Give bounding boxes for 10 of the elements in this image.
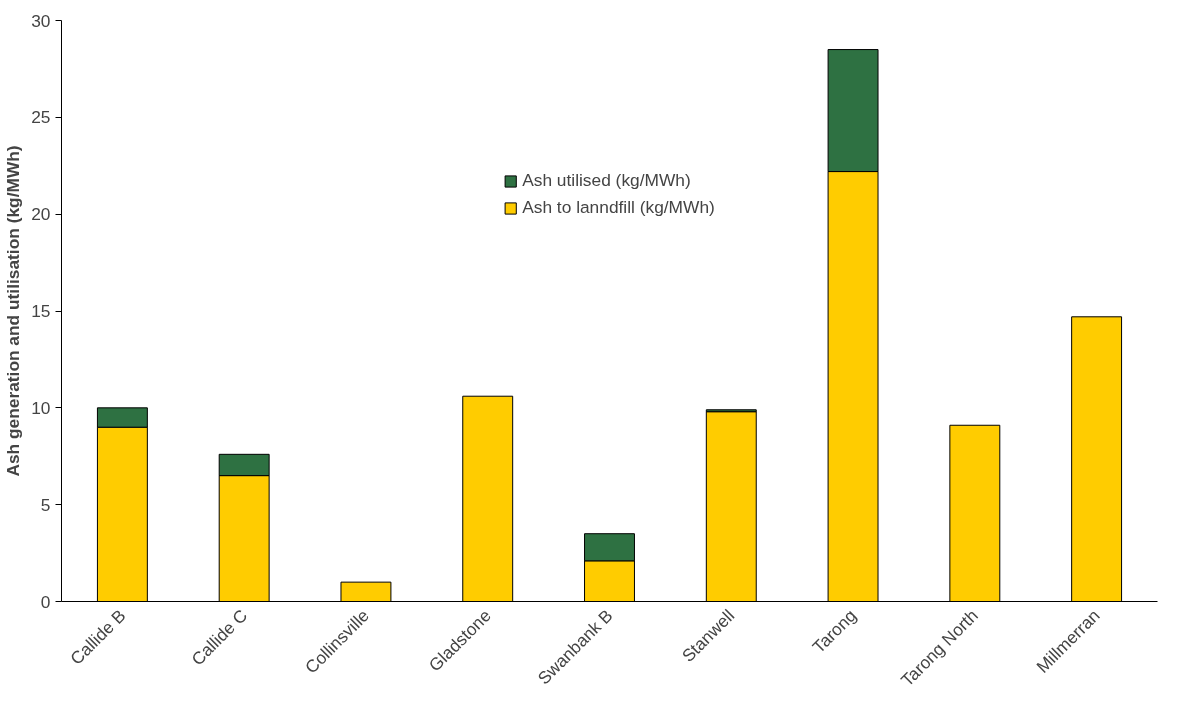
y-tick-label: 25	[31, 107, 51, 128]
legend-label: Ash to lanndfill (kg/MWh)	[522, 197, 715, 218]
y-tick-label: 5	[40, 494, 51, 515]
y-tick-label: 15	[31, 301, 51, 321]
y-axis-title: Ash generation and utilisation (kg/MWh)	[3, 145, 24, 477]
y-tick-label: 0	[40, 591, 51, 612]
y-tick-label: 10	[31, 397, 51, 418]
legend-label: Ash utilised (kg/MWh)	[522, 170, 691, 191]
y-tick-label: 30	[31, 10, 51, 31]
y-tick-label: 20	[31, 204, 51, 225]
